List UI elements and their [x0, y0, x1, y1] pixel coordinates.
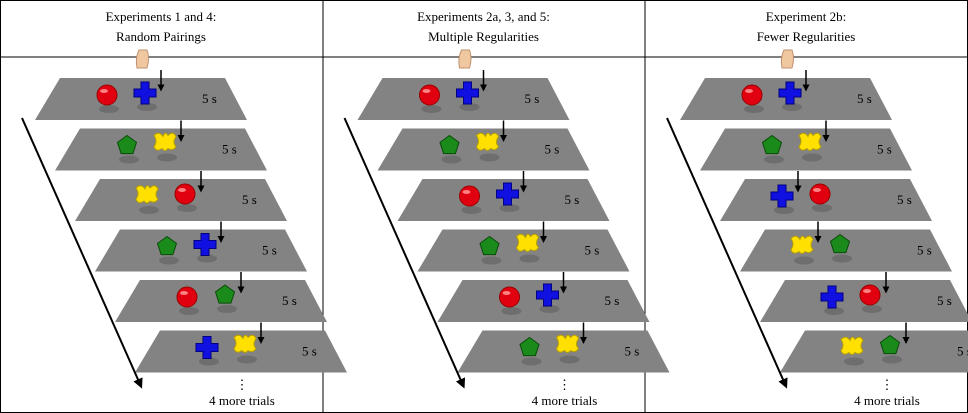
shadow	[502, 307, 522, 315]
duration-label: 5 s	[897, 192, 912, 207]
duration-label: 5 s	[605, 293, 620, 308]
yellow-shape	[154, 133, 176, 150]
duration-label: 5 s	[877, 141, 892, 156]
duration-label: 5 s	[565, 192, 580, 207]
shine	[178, 188, 186, 192]
red-ball	[742, 85, 762, 105]
footer-note: 4 more trials	[854, 393, 920, 408]
shadow	[119, 156, 139, 164]
shine	[423, 89, 431, 93]
shadow	[802, 154, 822, 162]
duration-label: 5 s	[302, 343, 317, 358]
trial-plate	[780, 331, 968, 373]
shine	[100, 89, 108, 93]
duration-label: 5 s	[282, 293, 297, 308]
yellow-shape	[557, 335, 579, 352]
footer-note: 4 more trials	[532, 393, 598, 408]
shadow	[844, 358, 864, 366]
duration-label: 5 s	[857, 91, 872, 106]
ellipsis: ⋮	[558, 377, 571, 392]
yellow-shape	[841, 337, 863, 354]
yellow-shape	[791, 236, 813, 253]
shadow	[480, 154, 500, 162]
shadow	[177, 204, 197, 212]
duration-label: 5 s	[262, 242, 277, 257]
shadow	[462, 206, 482, 214]
yellow-shape	[799, 133, 821, 150]
shadow	[764, 156, 784, 164]
column-title: Experiments 2a, 3, and 5:	[417, 9, 550, 24]
column-subtitle: Fewer Regularities	[757, 29, 856, 44]
shine	[463, 190, 471, 194]
shadow	[237, 356, 257, 364]
shadow	[522, 358, 542, 366]
hand	[136, 50, 148, 68]
red-ball	[460, 186, 480, 206]
red-ball	[177, 287, 197, 307]
yellow-shape	[517, 234, 539, 251]
duration-label: 5 s	[545, 141, 560, 156]
shadow	[794, 257, 814, 265]
column-title: Experiments 1 and 4:	[106, 9, 217, 24]
yellow-shape	[477, 133, 499, 150]
shadow	[179, 307, 199, 315]
shadow	[832, 255, 852, 263]
shadow	[744, 105, 764, 113]
duration-label: 5 s	[222, 141, 237, 156]
shadow	[159, 257, 179, 265]
shadow	[442, 156, 462, 164]
shadow	[812, 204, 832, 212]
shadow	[560, 356, 580, 364]
column-subtitle: Random Pairings	[116, 29, 206, 44]
shine	[863, 289, 871, 293]
figure: Experiments 1 and 4: Random Pairings 5 s 5 …	[0, 0, 968, 413]
duration-label: 5 s	[242, 192, 257, 207]
shadow	[422, 105, 442, 113]
shadow	[520, 255, 540, 263]
shadow	[99, 105, 119, 113]
red-ball	[175, 184, 195, 204]
footer-note: 4 more trials	[209, 393, 275, 408]
red-ball	[420, 85, 440, 105]
shadow	[157, 154, 177, 162]
duration-label: 5 s	[917, 242, 932, 257]
duration-label: 5 s	[585, 242, 600, 257]
shine	[745, 89, 753, 93]
duration-label: 5 s	[202, 91, 217, 106]
hand	[459, 50, 471, 68]
ellipsis: ⋮	[881, 377, 894, 392]
ellipsis: ⋮	[236, 377, 249, 392]
shadow	[482, 257, 502, 265]
red-ball	[860, 285, 880, 305]
red-ball	[810, 184, 830, 204]
column-subtitle: Multiple Regularities	[428, 29, 539, 44]
yellow-shape	[234, 335, 256, 352]
column-title: Experiment 2b:	[766, 9, 847, 24]
duration-label: 5 s	[937, 293, 952, 308]
shine	[180, 291, 188, 295]
duration-label: 5 s	[525, 91, 540, 106]
shadow	[139, 206, 159, 214]
shine	[503, 291, 511, 295]
red-ball	[97, 85, 117, 105]
shadow	[217, 305, 237, 313]
duration-label: 5 s	[957, 343, 968, 358]
shadow	[862, 305, 882, 313]
yellow-shape	[136, 186, 158, 203]
shine	[813, 188, 821, 192]
shadow	[882, 356, 902, 364]
red-ball	[500, 287, 520, 307]
hand	[781, 50, 793, 68]
duration-label: 5 s	[625, 343, 640, 358]
